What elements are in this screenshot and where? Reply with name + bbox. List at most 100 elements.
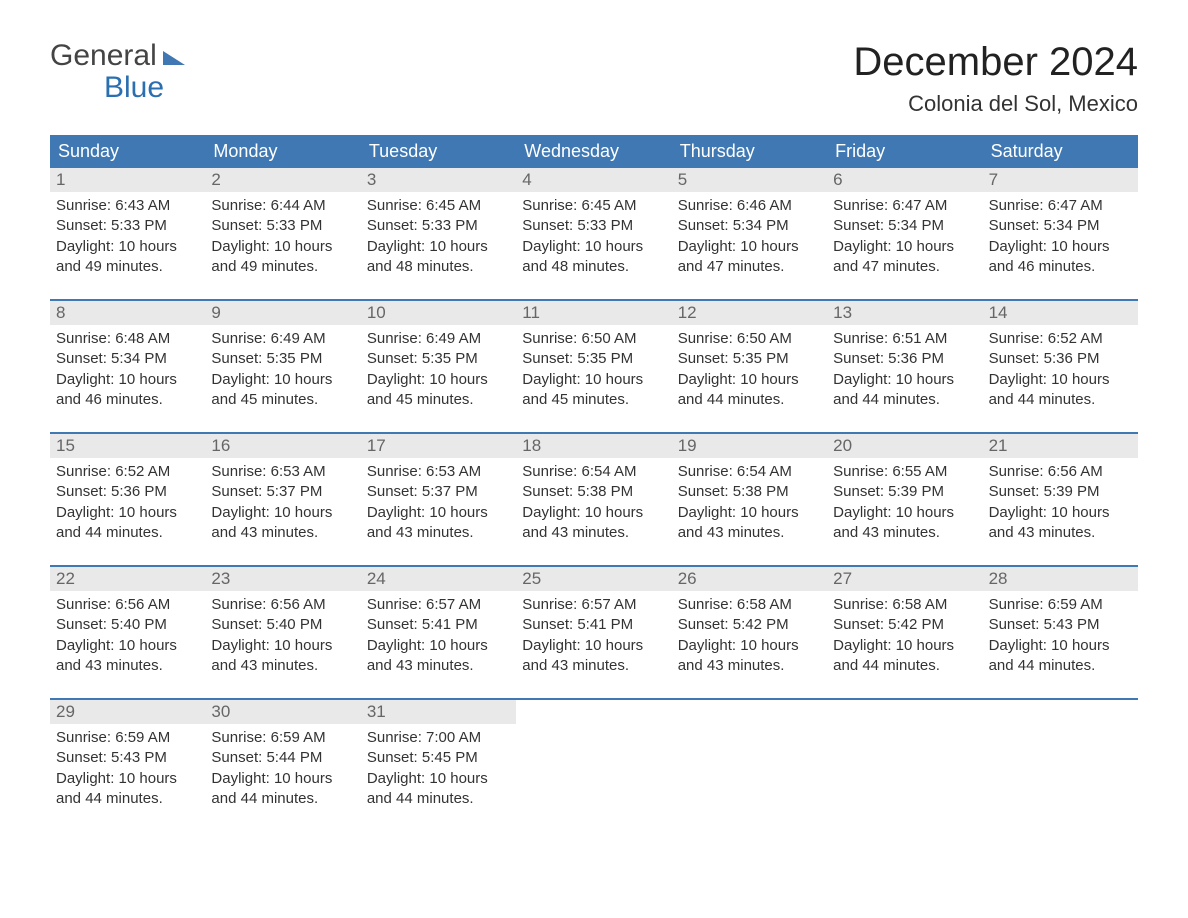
day-cell: 23Sunrise: 6:56 AMSunset: 5:40 PMDayligh… bbox=[205, 567, 360, 684]
day-cell bbox=[827, 700, 982, 817]
sunset-text: Sunset: 5:33 PM bbox=[367, 216, 510, 236]
day-cell: 8Sunrise: 6:48 AMSunset: 5:34 PMDaylight… bbox=[50, 301, 205, 418]
daylight-text: Daylight: 10 hours bbox=[367, 503, 510, 523]
sunset-text: Sunset: 5:43 PM bbox=[56, 748, 199, 768]
daylight-text: and 44 minutes. bbox=[989, 656, 1132, 676]
sunrise-text: Sunrise: 6:54 AM bbox=[522, 462, 665, 482]
day-cell: 24Sunrise: 6:57 AMSunset: 5:41 PMDayligh… bbox=[361, 567, 516, 684]
day-number: 11 bbox=[516, 301, 671, 325]
daylight-text: and 43 minutes. bbox=[367, 656, 510, 676]
day-number: 29 bbox=[50, 700, 205, 724]
month-title: December 2024 bbox=[853, 40, 1138, 85]
day-cell: 29Sunrise: 6:59 AMSunset: 5:43 PMDayligh… bbox=[50, 700, 205, 817]
daylight-text: and 44 minutes. bbox=[678, 390, 821, 410]
daylight-text: and 43 minutes. bbox=[989, 523, 1132, 543]
logo: General Blue bbox=[50, 40, 185, 103]
day-cell: 20Sunrise: 6:55 AMSunset: 5:39 PMDayligh… bbox=[827, 434, 982, 551]
sunset-text: Sunset: 5:34 PM bbox=[56, 349, 199, 369]
daylight-text: and 44 minutes. bbox=[989, 390, 1132, 410]
daylight-text: Daylight: 10 hours bbox=[989, 237, 1132, 257]
week-row: 1Sunrise: 6:43 AMSunset: 5:33 PMDaylight… bbox=[50, 168, 1138, 285]
day-number: 30 bbox=[205, 700, 360, 724]
sunset-text: Sunset: 5:40 PM bbox=[56, 615, 199, 635]
sunrise-text: Sunrise: 6:49 AM bbox=[211, 329, 354, 349]
sunrise-text: Sunrise: 6:59 AM bbox=[989, 595, 1132, 615]
daylight-text: Daylight: 10 hours bbox=[678, 370, 821, 390]
day-content: Sunrise: 6:49 AMSunset: 5:35 PMDaylight:… bbox=[205, 325, 360, 418]
daylight-text: Daylight: 10 hours bbox=[833, 237, 976, 257]
daylight-text: and 45 minutes. bbox=[367, 390, 510, 410]
day-content: Sunrise: 6:43 AMSunset: 5:33 PMDaylight:… bbox=[50, 192, 205, 285]
day-cell: 19Sunrise: 6:54 AMSunset: 5:38 PMDayligh… bbox=[672, 434, 827, 551]
sunset-text: Sunset: 5:34 PM bbox=[678, 216, 821, 236]
day-content: Sunrise: 7:00 AMSunset: 5:45 PMDaylight:… bbox=[361, 724, 516, 817]
weekday-friday: Friday bbox=[827, 135, 982, 168]
day-content: Sunrise: 6:56 AMSunset: 5:39 PMDaylight:… bbox=[983, 458, 1138, 551]
day-number: 31 bbox=[361, 700, 516, 724]
daylight-text: Daylight: 10 hours bbox=[211, 237, 354, 257]
day-number: 21 bbox=[983, 434, 1138, 458]
daylight-text: and 43 minutes. bbox=[211, 656, 354, 676]
daylight-text: Daylight: 10 hours bbox=[56, 769, 199, 789]
sunrise-text: Sunrise: 6:56 AM bbox=[211, 595, 354, 615]
sunrise-text: Sunrise: 7:00 AM bbox=[367, 728, 510, 748]
sunrise-text: Sunrise: 6:44 AM bbox=[211, 196, 354, 216]
sunrise-text: Sunrise: 6:50 AM bbox=[522, 329, 665, 349]
daylight-text: Daylight: 10 hours bbox=[367, 636, 510, 656]
day-cell: 27Sunrise: 6:58 AMSunset: 5:42 PMDayligh… bbox=[827, 567, 982, 684]
daylight-text: Daylight: 10 hours bbox=[367, 237, 510, 257]
header: General Blue December 2024 Colonia del S… bbox=[50, 40, 1138, 117]
sunset-text: Sunset: 5:37 PM bbox=[211, 482, 354, 502]
weekday-thursday: Thursday bbox=[672, 135, 827, 168]
sunrise-text: Sunrise: 6:57 AM bbox=[522, 595, 665, 615]
logo-text-2: Blue bbox=[50, 72, 185, 104]
sunset-text: Sunset: 5:40 PM bbox=[211, 615, 354, 635]
day-number: 2 bbox=[205, 168, 360, 192]
daylight-text: Daylight: 10 hours bbox=[367, 370, 510, 390]
sunset-text: Sunset: 5:44 PM bbox=[211, 748, 354, 768]
sunset-text: Sunset: 5:35 PM bbox=[367, 349, 510, 369]
day-content: Sunrise: 6:58 AMSunset: 5:42 PMDaylight:… bbox=[672, 591, 827, 684]
day-number: 14 bbox=[983, 301, 1138, 325]
sunset-text: Sunset: 5:34 PM bbox=[833, 216, 976, 236]
daylight-text: and 46 minutes. bbox=[989, 257, 1132, 277]
daylight-text: Daylight: 10 hours bbox=[522, 237, 665, 257]
day-content: Sunrise: 6:57 AMSunset: 5:41 PMDaylight:… bbox=[361, 591, 516, 684]
calendar: SundayMondayTuesdayWednesdayThursdayFrid… bbox=[50, 135, 1138, 817]
day-content: Sunrise: 6:54 AMSunset: 5:38 PMDaylight:… bbox=[516, 458, 671, 551]
day-cell: 5Sunrise: 6:46 AMSunset: 5:34 PMDaylight… bbox=[672, 168, 827, 285]
sunrise-text: Sunrise: 6:57 AM bbox=[367, 595, 510, 615]
sunrise-text: Sunrise: 6:45 AM bbox=[367, 196, 510, 216]
daylight-text: and 48 minutes. bbox=[522, 257, 665, 277]
sunset-text: Sunset: 5:38 PM bbox=[522, 482, 665, 502]
logo-line1: General bbox=[50, 40, 185, 72]
daylight-text: and 48 minutes. bbox=[367, 257, 510, 277]
daylight-text: Daylight: 10 hours bbox=[56, 636, 199, 656]
daylight-text: Daylight: 10 hours bbox=[522, 503, 665, 523]
sunset-text: Sunset: 5:43 PM bbox=[989, 615, 1132, 635]
week-row: 8Sunrise: 6:48 AMSunset: 5:34 PMDaylight… bbox=[50, 299, 1138, 418]
title-block: December 2024 Colonia del Sol, Mexico bbox=[853, 40, 1138, 117]
weekday-sunday: Sunday bbox=[50, 135, 205, 168]
day-number: 16 bbox=[205, 434, 360, 458]
sunrise-text: Sunrise: 6:47 AM bbox=[989, 196, 1132, 216]
day-content: Sunrise: 6:48 AMSunset: 5:34 PMDaylight:… bbox=[50, 325, 205, 418]
sunrise-text: Sunrise: 6:47 AM bbox=[833, 196, 976, 216]
daylight-text: Daylight: 10 hours bbox=[211, 636, 354, 656]
weekday-tuesday: Tuesday bbox=[361, 135, 516, 168]
daylight-text: and 46 minutes. bbox=[56, 390, 199, 410]
day-cell: 16Sunrise: 6:53 AMSunset: 5:37 PMDayligh… bbox=[205, 434, 360, 551]
sunrise-text: Sunrise: 6:53 AM bbox=[367, 462, 510, 482]
daylight-text: Daylight: 10 hours bbox=[989, 370, 1132, 390]
daylight-text: Daylight: 10 hours bbox=[56, 237, 199, 257]
daylight-text: and 45 minutes. bbox=[211, 390, 354, 410]
day-content: Sunrise: 6:50 AMSunset: 5:35 PMDaylight:… bbox=[516, 325, 671, 418]
logo-flag-icon bbox=[163, 51, 185, 65]
sunset-text: Sunset: 5:41 PM bbox=[522, 615, 665, 635]
daylight-text: and 44 minutes. bbox=[833, 390, 976, 410]
daylight-text: and 47 minutes. bbox=[833, 257, 976, 277]
daylight-text: and 44 minutes. bbox=[367, 789, 510, 809]
day-number: 12 bbox=[672, 301, 827, 325]
daylight-text: and 43 minutes. bbox=[367, 523, 510, 543]
day-cell: 28Sunrise: 6:59 AMSunset: 5:43 PMDayligh… bbox=[983, 567, 1138, 684]
